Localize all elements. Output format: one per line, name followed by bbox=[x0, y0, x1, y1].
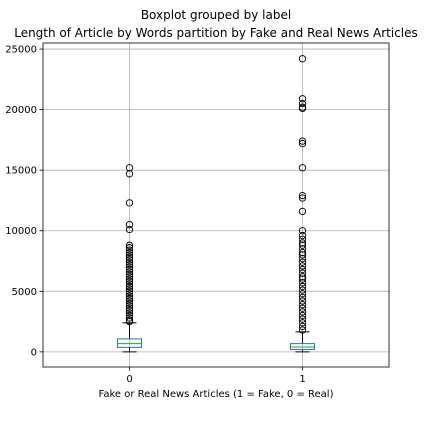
outlier-point bbox=[125, 244, 134, 252]
outlier-point bbox=[125, 270, 134, 278]
outlier-point bbox=[125, 304, 134, 312]
outlier-point bbox=[125, 282, 134, 291]
outlier-point bbox=[125, 225, 134, 234]
outlier-point bbox=[125, 302, 134, 310]
outlier-point bbox=[125, 292, 134, 300]
outlier-point bbox=[125, 246, 134, 254]
outlier-point bbox=[125, 253, 134, 262]
outlier-point bbox=[298, 322, 307, 331]
outlier-point bbox=[298, 265, 307, 274]
chart-title: Length of Article by Words partition by … bbox=[14, 26, 418, 40]
x-tick-label: 0 bbox=[126, 374, 132, 385]
outlier-point bbox=[125, 275, 134, 283]
outlier-point bbox=[125, 287, 134, 295]
outlier-point bbox=[298, 319, 307, 327]
y-tick-label: 10000 bbox=[5, 226, 37, 237]
outlier-point bbox=[298, 315, 307, 323]
outlier-point bbox=[298, 251, 307, 259]
outlier-point bbox=[298, 227, 307, 235]
outlier-point bbox=[125, 307, 134, 315]
outlier-point bbox=[298, 241, 307, 249]
outlier-point bbox=[298, 326, 307, 334]
outlier-point bbox=[125, 317, 134, 326]
x-tick-label: 1 bbox=[299, 374, 305, 385]
outlier-point bbox=[298, 231, 307, 240]
outlier-point bbox=[125, 273, 134, 281]
y-tick-label: 20000 bbox=[5, 105, 37, 116]
outlier-point bbox=[125, 258, 134, 266]
outlier-point bbox=[125, 170, 134, 178]
y-tick-label: 25000 bbox=[5, 45, 37, 56]
outlier-point bbox=[125, 285, 134, 293]
outlier-point bbox=[125, 256, 134, 264]
outlier-point bbox=[298, 311, 307, 320]
chart-suptitle: Boxplot grouped by label bbox=[141, 8, 291, 22]
y-tick-label: 5000 bbox=[12, 287, 37, 298]
outlier-point bbox=[298, 55, 307, 63]
outlier-point bbox=[298, 104, 307, 113]
outlier-point bbox=[298, 139, 307, 148]
outlier-point bbox=[125, 309, 134, 317]
outlier-point bbox=[298, 258, 307, 266]
outlier-point bbox=[125, 314, 134, 322]
outlier-point bbox=[125, 263, 134, 271]
outlier-point bbox=[298, 262, 307, 270]
outlier-point bbox=[125, 199, 134, 207]
outlier-point bbox=[125, 294, 134, 303]
outlier-point bbox=[298, 297, 307, 305]
outlier-point bbox=[298, 99, 307, 108]
outlier-point bbox=[298, 300, 307, 309]
outlier-point bbox=[298, 137, 307, 145]
outlier-point bbox=[298, 191, 307, 200]
outlier-point bbox=[125, 261, 134, 269]
outlier-point bbox=[298, 275, 307, 283]
plot-frame bbox=[42, 42, 390, 368]
outlier-point bbox=[298, 207, 307, 216]
plot-area: 0 5000 10000 15000 20000 25000 0 1 bbox=[5, 42, 390, 385]
outlier-point bbox=[125, 248, 134, 257]
outlier-point bbox=[298, 290, 307, 298]
outlier-point bbox=[125, 297, 134, 305]
outlier-point bbox=[298, 282, 307, 291]
outlier-point bbox=[298, 304, 307, 312]
outlier-point bbox=[298, 308, 307, 316]
outlier-point bbox=[125, 241, 134, 249]
outlier-point bbox=[298, 293, 307, 302]
outlier-point bbox=[125, 290, 134, 298]
outlier-point bbox=[298, 194, 307, 202]
outlier-point bbox=[125, 251, 134, 259]
outlier-point bbox=[298, 254, 307, 263]
outlier-point bbox=[298, 164, 307, 172]
outlier-point bbox=[125, 265, 134, 274]
x-axis-label: Fake or Real News Articles (1 = Fake, 0 … bbox=[98, 389, 333, 400]
outlier-point bbox=[125, 268, 134, 276]
y-tick-label: 0 bbox=[31, 347, 37, 358]
outlier-point bbox=[125, 280, 134, 288]
outlier-point bbox=[125, 299, 134, 308]
outlier-point bbox=[298, 286, 307, 294]
outlier-point bbox=[298, 95, 307, 103]
outlier-point bbox=[125, 277, 134, 286]
outlier-point bbox=[125, 221, 134, 229]
y-tick-label: 15000 bbox=[5, 166, 37, 177]
outlier-point bbox=[298, 279, 307, 287]
